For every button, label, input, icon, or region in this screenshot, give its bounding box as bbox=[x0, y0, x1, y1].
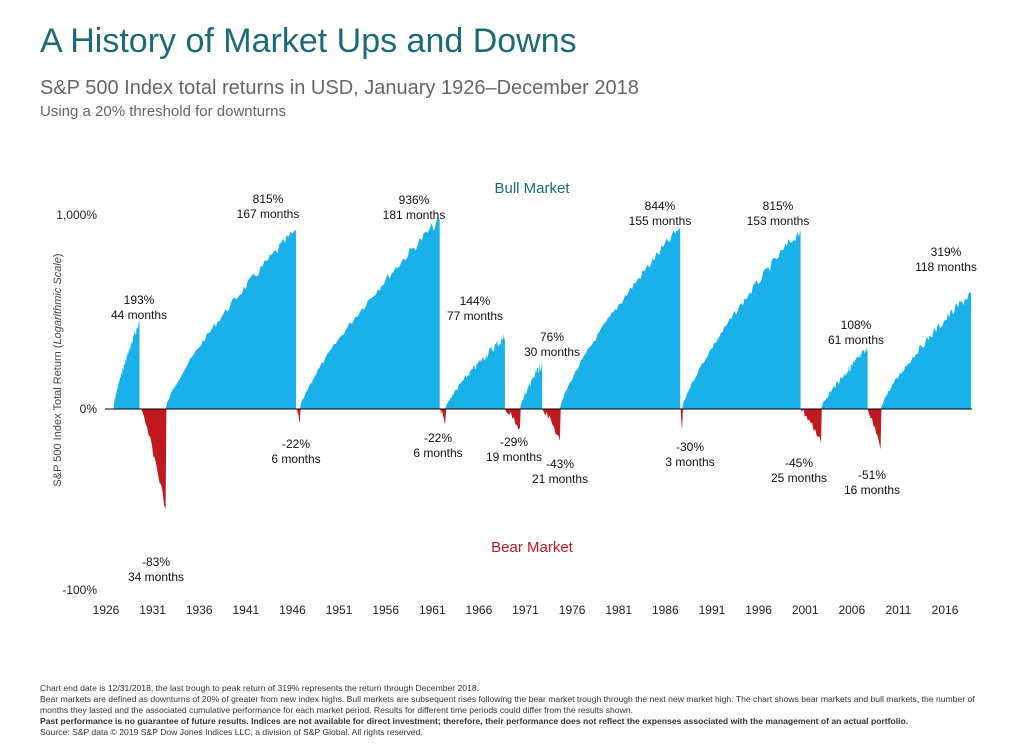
bull-months-label: 155 months bbox=[629, 214, 692, 228]
bear-market-area bbox=[439, 409, 447, 424]
x-tick-label: 1966 bbox=[466, 603, 493, 617]
y-axis-ticks: 1,000% 0% -100% bbox=[56, 208, 97, 597]
bull-months-label: 77 months bbox=[447, 309, 503, 323]
bull-return-label: 844% bbox=[645, 199, 676, 213]
x-tick-label: 1956 bbox=[372, 603, 399, 617]
bear-months-label: 25 months bbox=[771, 471, 827, 485]
x-tick-label: 1986 bbox=[652, 603, 679, 617]
bear-return-label: -29% bbox=[500, 435, 528, 449]
footnote-definitions: Bear markets are defined as downturns of… bbox=[40, 694, 975, 715]
bear-return-label: -83% bbox=[142, 555, 170, 569]
bear-months-label: 6 months bbox=[413, 446, 462, 460]
bear-market-area bbox=[867, 409, 882, 450]
y-axis-label: S&P 500 Index Total Return (Logarithmic … bbox=[52, 253, 64, 486]
footnote-source: Source: S&P data © 2019 S&P Dow Jones In… bbox=[40, 727, 423, 737]
bear-return-label: -43% bbox=[546, 457, 574, 471]
footnote-end-date: Chart end date is 12/31/2018, the last t… bbox=[40, 683, 480, 693]
bull-return-label: 815% bbox=[763, 199, 794, 213]
bull-return-label: 108% bbox=[841, 318, 872, 332]
bull-market-label: Bull Market bbox=[494, 180, 570, 197]
bull-market-area bbox=[299, 216, 440, 409]
market-areas bbox=[113, 216, 972, 509]
bear-return-label: -30% bbox=[676, 440, 704, 454]
x-tick-label: 1991 bbox=[699, 603, 726, 617]
footnotes: Chart end date is 12/31/2018, the last t… bbox=[40, 683, 990, 738]
bear-return-label: -22% bbox=[424, 431, 452, 445]
bear-return-label: -22% bbox=[282, 437, 310, 451]
bear-market-area bbox=[800, 409, 822, 443]
bull-return-label: 144% bbox=[460, 294, 491, 308]
bear-market-area bbox=[680, 409, 683, 430]
bull-months-label: 153 months bbox=[747, 214, 810, 228]
x-axis-ticks: 1926 1931 1936 1941 1946 1951 1956 1961 1966 1971… bbox=[93, 603, 959, 617]
x-tick-label: 1936 bbox=[186, 603, 213, 617]
bear-market-area bbox=[296, 409, 301, 423]
footnote-disclaimer: Past performance is no guarantee of futu… bbox=[40, 716, 909, 726]
y-tick-label: -100% bbox=[62, 583, 97, 597]
bull-months-label: 44 months bbox=[111, 308, 167, 322]
bear-market-area bbox=[504, 409, 521, 430]
x-tick-label: 1926 bbox=[93, 603, 120, 617]
bear-market-area bbox=[542, 409, 561, 441]
bull-market-area bbox=[821, 346, 868, 409]
bull-months-label: 61 months bbox=[828, 333, 884, 347]
bull-return-label: 319% bbox=[931, 245, 962, 259]
x-tick-label: 1946 bbox=[279, 603, 306, 617]
bear-months-label: 6 months bbox=[271, 452, 320, 466]
bull-market-area bbox=[113, 320, 140, 409]
bull-months-label: 30 months bbox=[524, 345, 580, 359]
x-tick-label: 1981 bbox=[605, 603, 632, 617]
x-tick-label: 2011 bbox=[886, 603, 912, 617]
x-tick-label: 1941 bbox=[232, 603, 259, 617]
x-tick-label: 1996 bbox=[745, 603, 772, 617]
bull-market-area bbox=[880, 292, 972, 409]
bull-months-label: 181 months bbox=[383, 208, 446, 222]
bear-months-label: 21 months bbox=[532, 472, 588, 486]
bull-market-area bbox=[559, 227, 681, 409]
x-tick-label: 1971 bbox=[512, 603, 539, 617]
bull-return-label: 76% bbox=[540, 330, 564, 344]
bear-months-label: 34 months bbox=[128, 570, 184, 584]
x-tick-label: 1961 bbox=[419, 603, 446, 617]
bull-market-area bbox=[165, 229, 297, 409]
bull-return-label: 193% bbox=[124, 293, 155, 307]
x-tick-label: 1951 bbox=[326, 603, 353, 617]
bull-market-area bbox=[519, 358, 543, 409]
bear-return-label: -51% bbox=[858, 468, 886, 482]
x-tick-label: 2016 bbox=[932, 603, 959, 617]
x-tick-label: 1931 bbox=[139, 603, 166, 617]
bear-months-label: 19 months bbox=[486, 450, 542, 464]
chart-subtitle-threshold: Using a 20% threshold for downturns bbox=[40, 103, 286, 120]
y-tick-label: 0% bbox=[80, 402, 98, 416]
bear-market-label: Bear Market bbox=[491, 539, 574, 556]
bull-months-label: 118 months bbox=[915, 260, 977, 274]
bull-market-area bbox=[682, 229, 801, 409]
chart-title: A History of Market Ups and Downs bbox=[40, 22, 577, 60]
bull-return-label: 815% bbox=[253, 192, 284, 206]
market-chart: 1,000%0%-100% 1926 1931 1936 1941 1946 1951 19… bbox=[52, 180, 977, 617]
bull-return-label: 936% bbox=[399, 193, 430, 207]
bear-return-label: -45% bbox=[785, 456, 813, 470]
x-tick-label: 2006 bbox=[838, 603, 865, 617]
chart-subtitle: S&P 500 Index total returns in USD, Janu… bbox=[40, 77, 639, 99]
bear-months-label: 3 months bbox=[665, 455, 714, 469]
bull-months-label: 167 months bbox=[237, 207, 300, 221]
y-tick-label: 1,000% bbox=[56, 208, 97, 222]
bull-market-area bbox=[445, 334, 505, 409]
bear-months-label: 16 months bbox=[844, 483, 900, 497]
x-tick-label: 1976 bbox=[559, 603, 586, 617]
x-tick-label: 2001 bbox=[792, 603, 819, 617]
bear-market-area bbox=[139, 409, 167, 509]
